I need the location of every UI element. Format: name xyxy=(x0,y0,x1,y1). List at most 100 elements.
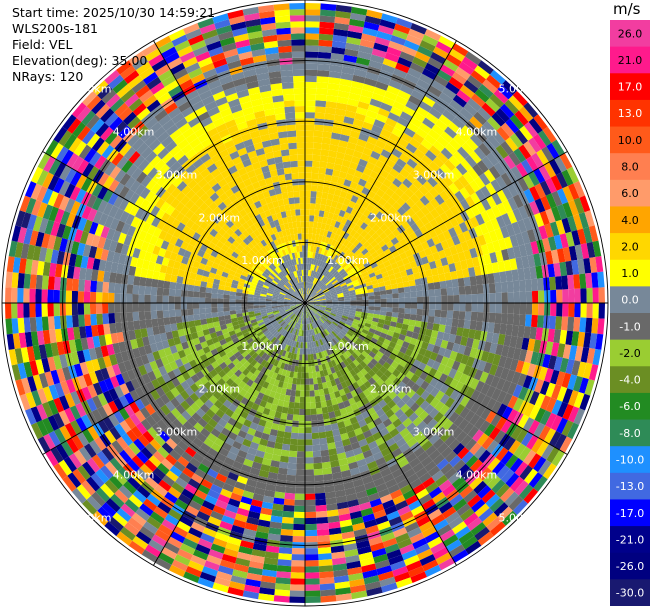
velocity-gate xyxy=(300,384,305,391)
velocity-gate xyxy=(17,272,25,289)
velocity-gate xyxy=(337,177,346,185)
velocity-gate xyxy=(366,254,374,262)
velocity-gate xyxy=(433,183,444,195)
velocity-gate xyxy=(307,300,314,303)
velocity-gate xyxy=(305,457,314,464)
velocity-gate xyxy=(313,468,324,476)
velocity-gate xyxy=(488,165,501,180)
velocity-gate xyxy=(403,127,416,138)
velocity-gate xyxy=(405,226,415,236)
velocity-gate xyxy=(311,172,319,180)
velocity-gate xyxy=(277,473,287,481)
velocity-gate xyxy=(293,408,300,415)
velocity-gate xyxy=(305,439,313,446)
velocity-gate xyxy=(426,238,436,248)
velocity-gate xyxy=(322,186,330,194)
velocity-gate xyxy=(373,86,387,97)
velocity-gate xyxy=(35,316,43,332)
velocity-gate xyxy=(329,276,336,282)
velocity-gate xyxy=(305,287,307,294)
velocity-gate xyxy=(446,287,454,296)
velocity-gate xyxy=(193,285,201,292)
velocity-gate xyxy=(344,48,359,57)
velocity-gate xyxy=(151,278,159,288)
velocity-gate xyxy=(312,154,321,162)
velocity-gate xyxy=(370,240,378,248)
velocity-gate xyxy=(409,285,417,292)
velocity-gate xyxy=(483,232,493,244)
velocity-gate xyxy=(392,210,402,220)
velocity-gate xyxy=(413,164,425,175)
velocity-gate xyxy=(305,560,319,567)
velocity-gate xyxy=(310,414,318,421)
velocity-gate xyxy=(388,274,396,281)
velocity-gate xyxy=(489,252,498,264)
velocity-gate xyxy=(320,595,337,603)
velocity-gate xyxy=(305,505,316,513)
velocity-gate xyxy=(351,80,364,90)
velocity-gate xyxy=(446,171,459,183)
velocity-gate xyxy=(144,286,152,295)
velocity-gate xyxy=(319,296,326,300)
velocity-gate xyxy=(305,469,314,476)
velocity-gate xyxy=(427,57,443,70)
velocity-gate xyxy=(435,242,444,252)
velocity-gate xyxy=(494,282,502,293)
velocity-gate xyxy=(506,313,514,325)
velocity-gate xyxy=(314,252,319,260)
velocity-gate xyxy=(291,560,305,567)
velocity-gate xyxy=(363,217,372,226)
velocity-gate xyxy=(460,199,471,211)
velocity-gate xyxy=(579,317,587,333)
velocity-gate xyxy=(518,106,534,122)
velocity-gate xyxy=(440,163,452,176)
velocity-gate xyxy=(374,303,381,307)
velocity-gate xyxy=(331,132,341,140)
velocity-gate xyxy=(322,288,329,293)
velocity-gate xyxy=(336,276,344,282)
velocity-gate xyxy=(297,372,302,379)
velocity-gate xyxy=(395,17,413,29)
velocity-gate xyxy=(156,310,164,319)
velocity-gate xyxy=(294,505,305,513)
velocity-gate xyxy=(435,41,452,54)
velocity-gate xyxy=(334,16,350,25)
velocity-gate xyxy=(390,237,399,246)
velocity-gate xyxy=(108,292,115,303)
velocity-gate xyxy=(328,275,335,281)
velocity-gate xyxy=(334,272,341,279)
velocity-gate xyxy=(336,96,349,105)
velocity-gate xyxy=(325,107,336,115)
velocity-gate xyxy=(326,264,332,272)
velocity-gate xyxy=(309,215,315,222)
velocity-gate xyxy=(324,291,331,296)
velocity-gate xyxy=(402,105,416,117)
velocity-gate xyxy=(281,523,294,530)
velocity-gate xyxy=(464,311,472,321)
velocity-gate xyxy=(408,183,419,194)
velocity-gate xyxy=(433,225,443,236)
velocity-gate xyxy=(470,284,478,295)
velocity-gate xyxy=(371,48,387,59)
velocity-gate xyxy=(317,535,330,542)
velocity-gate xyxy=(347,251,355,258)
velocity-gate xyxy=(35,274,43,290)
velocity-gate xyxy=(282,510,295,518)
velocity-gate xyxy=(416,78,431,91)
velocity-gate xyxy=(329,64,343,73)
velocity-gate xyxy=(503,236,513,249)
velocity-gate xyxy=(519,314,526,327)
velocity-gate xyxy=(461,125,475,138)
velocity-gate xyxy=(291,383,297,391)
velocity-gate xyxy=(293,402,300,409)
velocity-gate xyxy=(537,315,544,328)
velocity-gate xyxy=(341,159,351,168)
velocity-gate xyxy=(374,299,381,303)
velocity-gate xyxy=(420,138,433,150)
velocity-gate xyxy=(538,290,545,303)
velocity-gate xyxy=(316,82,329,89)
velocity-gate xyxy=(551,190,563,207)
velocity-gate xyxy=(568,199,579,216)
velocity-gate xyxy=(313,246,317,253)
velocity-gate xyxy=(448,76,464,90)
